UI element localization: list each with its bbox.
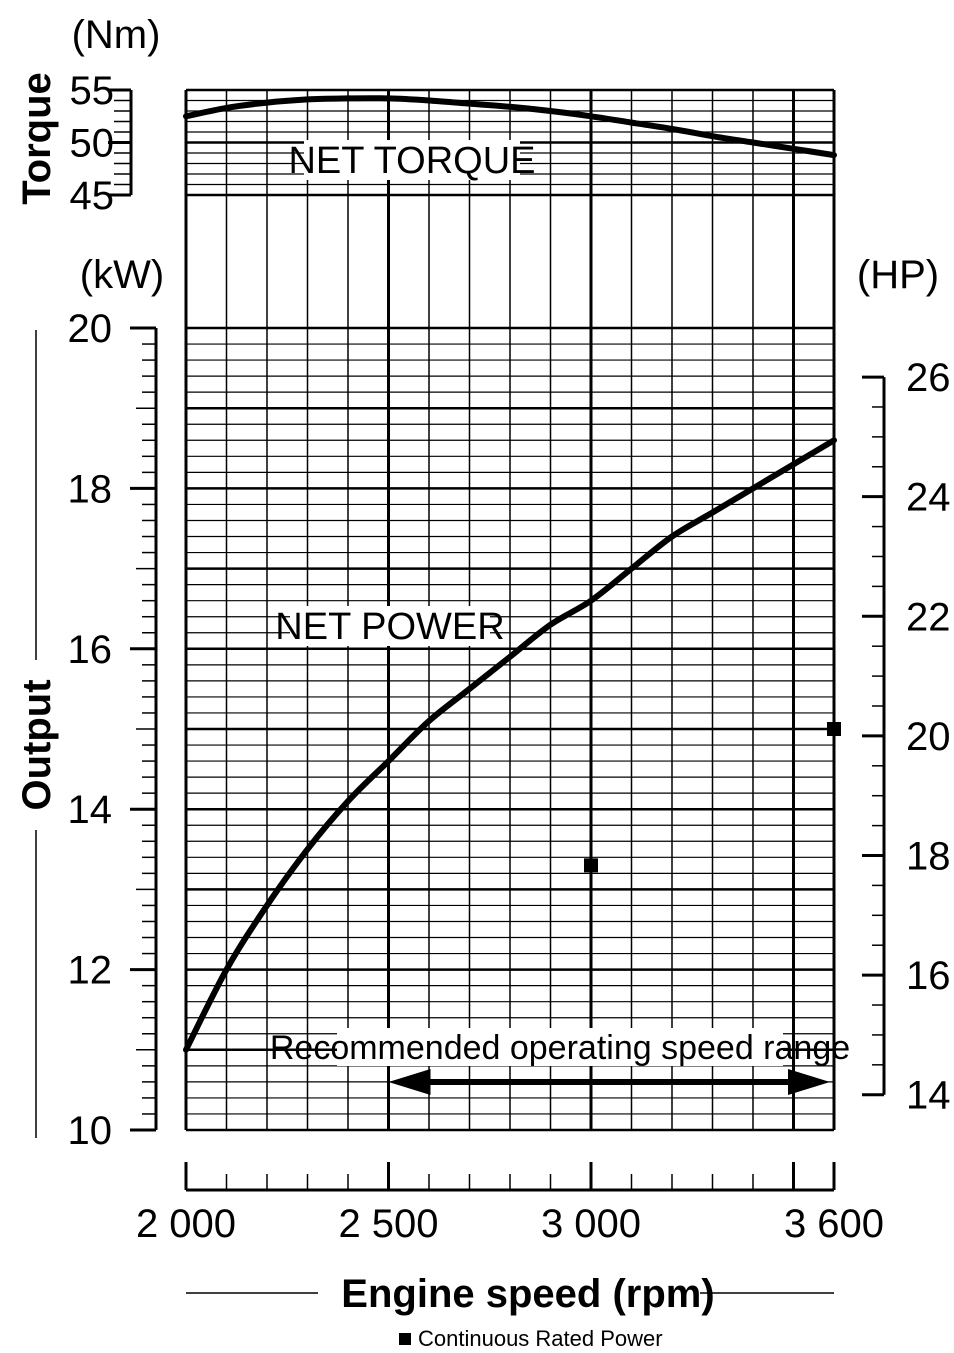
x-axis-title: Engine speed (rpm) xyxy=(341,1272,714,1316)
torque-tick-label: 50 xyxy=(70,122,115,166)
power-tick-label: 10 xyxy=(68,1109,113,1153)
axes xyxy=(35,88,886,1294)
net-power-label: NET POWER xyxy=(275,606,504,648)
net-power-label-bg xyxy=(290,606,490,646)
power-curve xyxy=(183,437,837,1053)
legend-label: Continuous Rated Power xyxy=(418,1326,663,1351)
hp-tick-label: 16 xyxy=(906,954,951,998)
continuous-rated-power-marker xyxy=(827,722,841,736)
legend-marker xyxy=(399,1333,411,1345)
operating-range-arrow-right-head xyxy=(788,1069,830,1095)
hp-tick-label: 14 xyxy=(906,1074,951,1118)
operating-range-label-bg xyxy=(337,1028,783,1066)
curves xyxy=(183,95,841,1095)
torque-tick-label: 55 xyxy=(70,69,115,113)
x-tick-label: 2 500 xyxy=(338,1202,438,1246)
hp-unit-label: (HP) xyxy=(857,253,939,297)
torque-axis-title: Torque xyxy=(15,72,59,205)
x-tick-label: 3 600 xyxy=(784,1202,884,1246)
hp-tick-label: 24 xyxy=(906,476,951,520)
torque-unit-label: (Nm) xyxy=(72,13,161,57)
power-unit-label: (kW) xyxy=(80,253,164,297)
power-tick-label: 18 xyxy=(68,467,113,511)
torque-tick-label: 45 xyxy=(70,174,115,218)
net-torque-label: NET TORQUE xyxy=(288,140,535,182)
torque-curve xyxy=(183,95,837,159)
continuous-rated-power-marker xyxy=(584,858,598,873)
power-axis-title: Output xyxy=(15,679,59,810)
hp-tick-label: 18 xyxy=(906,835,951,879)
power-tick-label: 16 xyxy=(68,628,113,672)
x-tick-label: 2 000 xyxy=(136,1202,236,1246)
net-torque-label-bg xyxy=(304,140,520,180)
operating-range-arrow-left-head xyxy=(388,1069,431,1095)
power-tick-label: 20 xyxy=(68,307,113,351)
labels: 55 50 45 (Nm) Torque 20 18 16 14 12 10 (kW) Output 26… xyxy=(15,13,951,1351)
power-tick-label: 14 xyxy=(68,788,113,832)
hp-tick-label: 26 xyxy=(906,356,951,400)
operating-range-label: Recommended operating speed range xyxy=(270,1029,850,1067)
power-tick-label: 12 xyxy=(68,949,113,993)
x-tick-label: 3 000 xyxy=(541,1202,641,1246)
hp-tick-label: 22 xyxy=(906,595,951,639)
hp-tick-label: 20 xyxy=(906,715,951,759)
